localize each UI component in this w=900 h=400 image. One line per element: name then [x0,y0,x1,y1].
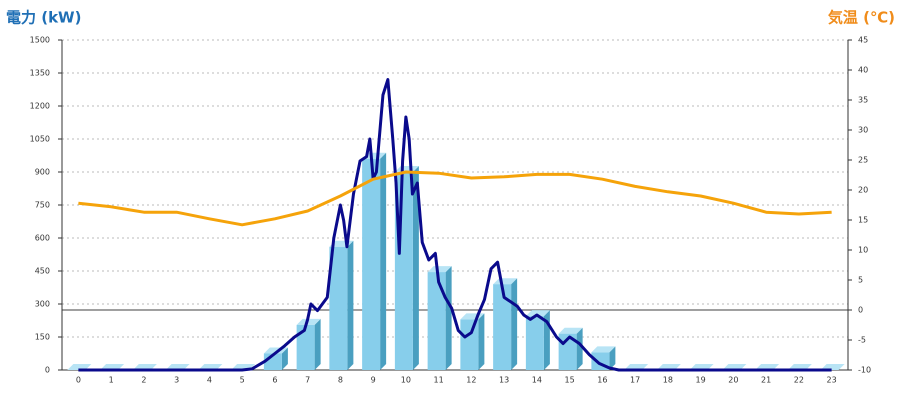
x-tick-label: 12 [466,376,476,385]
x-tick-label: 10 [401,376,411,385]
x-tick-label: 3 [174,376,179,385]
x-tick-label: 21 [761,376,771,385]
y2-tick-label: 15 [858,216,868,225]
x-tick-label: 22 [794,376,804,385]
bar [362,152,387,370]
x-tick-label: 14 [532,376,542,385]
bar-face [460,319,479,370]
x-tick-label: 4 [207,376,212,385]
y2-tick-label: -5 [858,336,866,345]
x-tick-label: 7 [305,376,310,385]
y2-axis-title: 気温 (℃) [828,9,895,27]
x-tick-label: 5 [240,376,245,385]
x-tick-label: 15 [565,376,575,385]
y-tick-label: 300 [35,300,50,309]
bar-face [362,158,381,370]
y2-tick-label: 10 [858,246,868,255]
bar [296,318,321,370]
y2-tick-label: 5 [858,276,863,285]
bar-face [427,272,446,370]
bar-face [525,310,550,317]
y2-tick-label: 40 [858,66,868,75]
x-tick-label: 20 [728,376,738,385]
y-tick-label: 1500 [30,36,50,45]
x-tick-label: 13 [499,376,509,385]
x-tick-label: 18 [663,376,673,385]
x-tick-label: 23 [827,376,837,385]
bar-face [427,266,452,273]
bar [558,327,583,370]
bar [493,278,518,370]
bar-face [493,284,512,370]
x-tick-label: 1 [109,376,114,385]
y2-tick-label: 25 [858,156,868,165]
y2-tick-label: 45 [858,36,868,45]
bar-face [493,278,518,285]
y2-tick-label: 20 [858,186,868,195]
x-tick-label: 11 [434,376,444,385]
bar-face [380,152,387,370]
bar [460,313,485,370]
bar-face [511,278,518,370]
bar-face [296,324,315,370]
x-tick-label: 19 [696,376,706,385]
bar-face [609,346,616,370]
bar-face [281,347,288,370]
line [78,78,832,372]
bar-face [314,318,321,370]
x-tick-label: 9 [371,376,376,385]
y-tick-label: 900 [35,168,50,177]
bar [329,240,354,370]
y-tick-label: 150 [35,333,50,342]
y2-tick-label: -10 [858,366,871,375]
y2-tick-label: 0 [858,306,863,315]
bar-face [296,318,321,325]
bar-face [525,316,544,370]
y2-tick-label: 35 [858,96,868,105]
y-tick-label: 1050 [30,135,50,144]
y-tick-label: 0 [45,366,50,375]
x-tick-label: 0 [76,376,81,385]
y-tick-label: 600 [35,234,50,243]
y-tick-label: 750 [35,201,50,210]
line [78,170,832,227]
bar-face [445,266,452,370]
x-tick-label: 6 [272,376,277,385]
x-tick-label: 16 [597,376,607,385]
y-tick-label: 450 [35,267,50,276]
bar-face [478,313,485,370]
y-tick-label: 1350 [30,69,50,78]
bar [427,266,452,370]
y-tick-label: 1200 [30,102,50,111]
bar-face [558,327,583,334]
y-axis-title: 電力 (kW) [6,9,81,27]
bar-face [591,346,616,353]
y2-tick-label: 30 [858,126,868,135]
bar-face [576,327,583,370]
bar-face [412,166,419,370]
x-tick-label: 8 [338,376,343,385]
bar-face [347,240,354,370]
bar [394,166,419,370]
bar-face [329,246,348,370]
x-tick-label: 2 [141,376,146,385]
x-tick-label: 17 [630,376,640,385]
